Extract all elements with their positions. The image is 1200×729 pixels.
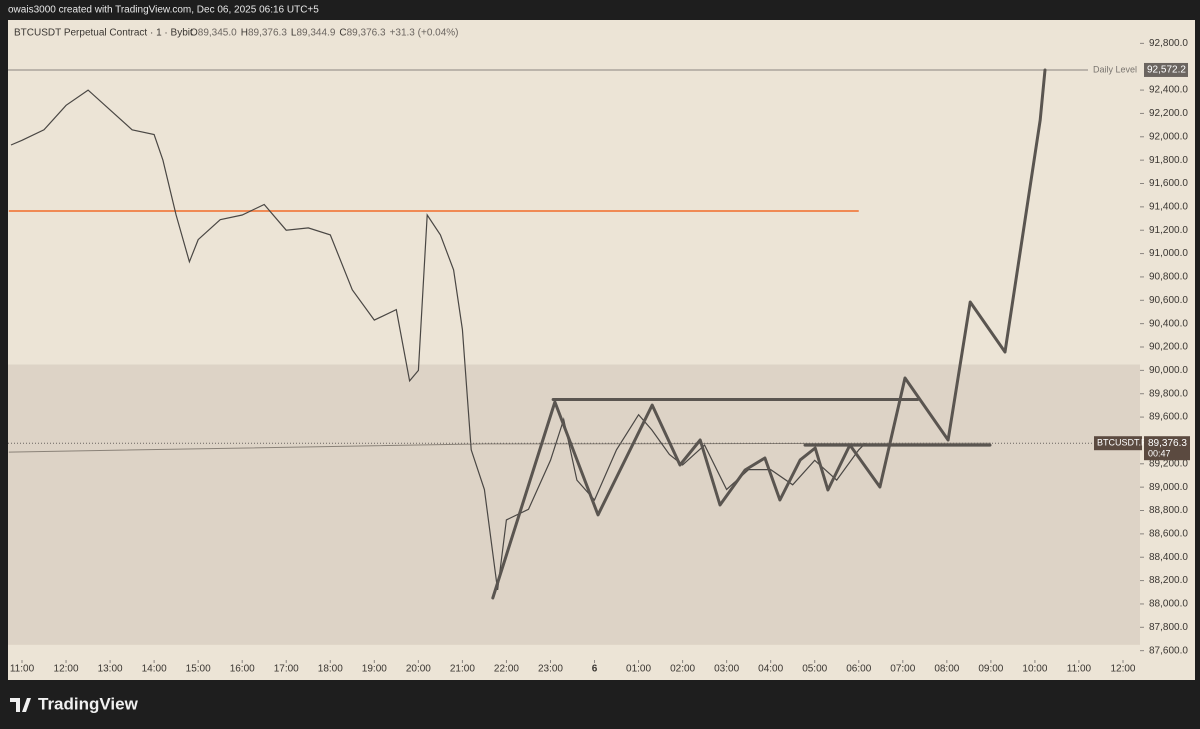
- x-tick-label: 18:00: [318, 664, 343, 675]
- x-tick-label: 08:00: [934, 664, 959, 675]
- brand-logo: [10, 698, 31, 712]
- x-tick-label: 17:00: [274, 664, 299, 675]
- y-tick-label: 92,400.0: [1149, 85, 1188, 96]
- x-tick-label: 19:00: [362, 664, 387, 675]
- x-tick-label: 06:00: [846, 664, 871, 675]
- x-tick-label: 09:00: [978, 664, 1003, 675]
- y-tick-label: 91,800.0: [1149, 155, 1188, 166]
- y-tick-label: 91,400.0: [1149, 202, 1188, 213]
- y-tick-label: 91,200.0: [1149, 225, 1188, 236]
- x-tick-label: 12:00: [1110, 664, 1135, 675]
- y-tick-label: 88,800.0: [1149, 505, 1188, 516]
- y-tick-label: 90,400.0: [1149, 318, 1188, 329]
- y-tick-label: 88,200.0: [1149, 575, 1188, 586]
- ohlc-item: 89,344.9: [296, 28, 335, 39]
- y-tick-label: 91,600.0: [1149, 178, 1188, 189]
- y-tick-label: 87,600.0: [1149, 645, 1188, 656]
- ohlc-item: H: [241, 28, 248, 39]
- x-tick-label: 10:00: [1022, 664, 1047, 675]
- x-tick-label: 13:00: [98, 664, 123, 675]
- x-tick-label: 21:00: [450, 664, 475, 675]
- x-tick-label: 14:00: [142, 664, 167, 675]
- y-tick-label: 92,800.0: [1149, 38, 1188, 49]
- x-tick-label: 16:00: [230, 664, 255, 675]
- y-tick-label: 92,200.0: [1149, 108, 1188, 119]
- y-tick-label: 88,000.0: [1149, 599, 1188, 610]
- daily-level-tag: [1144, 62, 1188, 77]
- y-tick-label: 90,600.0: [1149, 295, 1188, 306]
- symbol-tag: [1094, 436, 1142, 451]
- y-tick-label: 90,800.0: [1149, 272, 1188, 283]
- price-line: [10, 89, 866, 590]
- daily-level-label: Daily Level: [1093, 64, 1137, 74]
- x-tick-label: 03:00: [714, 664, 739, 675]
- brand-text: TradingView: [38, 694, 139, 713]
- header-text: owais3000 created with TradingView.com, …: [8, 5, 319, 16]
- chart-title: BTCUSDT Perpetual Contract · 1 · Bybit: [14, 28, 193, 39]
- zone: [8, 364, 1140, 645]
- y-tick-label: 92,000.0: [1149, 131, 1188, 142]
- y-tick-label: 90,200.0: [1149, 342, 1188, 353]
- ohlc-legend: O 89,345.0 H 89,376.3 L 89,344.9 C 89,376.3 +31.…: [190, 28, 459, 39]
- last-price-value: 89,376.3: [1148, 438, 1187, 449]
- ohlc-item: 89,376.3: [347, 28, 386, 39]
- x-tick-label: 01:00: [626, 664, 651, 675]
- projection-path: [491, 68, 1047, 600]
- y-tick-label: 91,000.0: [1149, 248, 1188, 259]
- y-tick-label: 89,000.0: [1149, 482, 1188, 493]
- ohlc-item: +31.3 (+0.04%): [390, 28, 459, 39]
- x-tick-label: 15:00: [186, 664, 211, 675]
- ohlc-item: 89,376.3: [248, 28, 287, 39]
- average-line: [8, 442, 991, 453]
- ohlc-item: 89,345.0: [198, 28, 237, 39]
- brand: TradingView: [10, 694, 139, 713]
- x-tick-label: 04:00: [758, 664, 783, 675]
- x-tick-label: 11:00: [1067, 664, 1092, 675]
- x-tick-label: 05:00: [802, 664, 827, 675]
- x-tick-label: 02:00: [670, 664, 695, 675]
- y-tick-label: 87,800.0: [1149, 622, 1188, 633]
- y-tick-label: 90,000.0: [1149, 365, 1188, 376]
- x-tick-label: 07:00: [890, 664, 915, 675]
- last-price-tag: [1144, 436, 1190, 461]
- ohlc-item: L: [291, 28, 297, 39]
- symbol-label: BTCUSDT.P: [1097, 438, 1147, 448]
- y-tick-label: 89,800.0: [1149, 388, 1188, 399]
- x-tick-label: 20:00: [406, 664, 431, 675]
- y-tick-label: 88,400.0: [1149, 552, 1188, 563]
- x-tick-label: 22:00: [494, 664, 519, 675]
- y-tick-label: 88,600.0: [1149, 529, 1188, 540]
- y-tick-label: 89,200.0: [1149, 458, 1188, 469]
- countdown: 00:47: [1148, 449, 1171, 459]
- x-tick-label: 11:00: [10, 664, 35, 675]
- x-tick-label: 6: [592, 664, 598, 675]
- y-tick-label: 89,600.0: [1149, 412, 1188, 423]
- x-tick-label: 12:00: [54, 664, 79, 675]
- x-tick-label: 23:00: [538, 664, 563, 675]
- daily-level-value: 92,572.2: [1147, 65, 1186, 76]
- ohlc-item: C: [339, 28, 346, 39]
- ohlc-item: O: [190, 28, 198, 39]
